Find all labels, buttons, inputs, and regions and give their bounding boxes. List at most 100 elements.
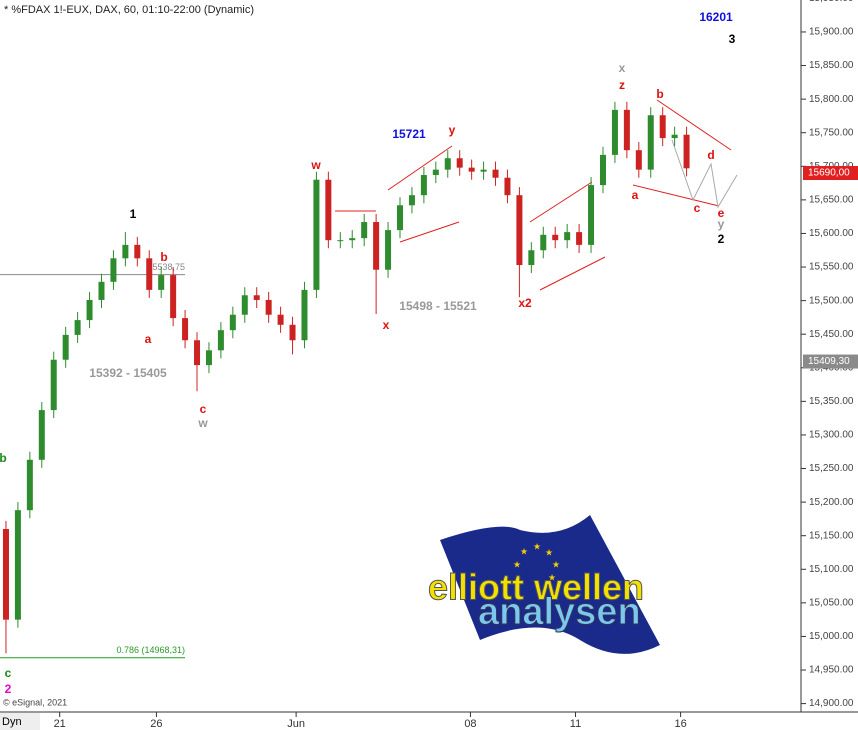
candle-body	[504, 177, 511, 196]
y-tick-label: 15,300.00	[809, 430, 854, 441]
wave-label: c	[5, 666, 12, 680]
x-tick-label: 16	[674, 718, 686, 730]
y-tick-label: 15,250.00	[809, 463, 854, 474]
price-marker-label: 15690,00	[808, 168, 850, 179]
candle-body	[349, 238, 356, 241]
wave-label: x2	[518, 296, 532, 310]
svg-text:★: ★	[513, 559, 521, 569]
y-tick-label: 14,950.00	[809, 665, 854, 676]
y-tick-label: 15,900.00	[809, 27, 854, 38]
wave-label: 15498 - 15521	[399, 299, 477, 313]
wave-label: 15721	[392, 127, 426, 141]
credit: © eSignal, 2021	[3, 697, 67, 707]
candle-body	[86, 299, 93, 321]
candle-body	[456, 158, 463, 168]
logo-line2: analysen	[478, 591, 641, 633]
svg-text:★: ★	[520, 546, 528, 556]
wave-label: c	[694, 201, 701, 215]
projection-path	[671, 139, 738, 209]
candle-body	[599, 154, 606, 186]
y-tick-label: 15,750.00	[809, 127, 854, 138]
candle-body	[373, 222, 380, 270]
level-label: 0.786 (14968,31)	[116, 645, 185, 655]
candle-body	[408, 195, 415, 206]
y-tick-label: 15,650.00	[809, 195, 854, 206]
candle-body	[122, 244, 129, 259]
y-tick-label: 15,800.00	[809, 94, 854, 105]
candle-body	[205, 350, 212, 366]
svg-text:★: ★	[552, 559, 560, 569]
y-tick-label: 15,350.00	[809, 396, 854, 407]
candle-body	[492, 169, 499, 178]
candle-body	[647, 115, 654, 170]
candle-body	[552, 234, 559, 241]
candle-body	[313, 179, 320, 290]
candle-body	[623, 109, 630, 151]
candle-body	[671, 134, 678, 139]
candle-body	[564, 232, 571, 241]
wave-label: 2	[5, 682, 12, 696]
wave-label: e	[718, 206, 725, 220]
x-tick-label: 26	[150, 718, 162, 730]
svg-text:★: ★	[533, 541, 541, 551]
candle-body	[337, 240, 344, 242]
candle-body	[361, 222, 368, 239]
candle-body	[50, 359, 57, 411]
svg-text:★: ★	[545, 547, 553, 557]
candle-body	[397, 205, 403, 231]
x-tick-label: 11	[570, 718, 581, 730]
interval-box	[0, 713, 40, 730]
y-tick-label: 15,500.00	[809, 295, 854, 306]
price-marker	[803, 354, 858, 369]
logo: ★ ★ ★ ★ ★ ★ elliott wellen analysen	[428, 515, 660, 654]
price-marker	[803, 166, 858, 181]
y-tick-label: 15,450.00	[809, 329, 854, 340]
candle-body	[540, 234, 547, 251]
candle-body	[2, 528, 9, 620]
wave-label: c	[200, 402, 207, 416]
candle-body	[217, 330, 224, 351]
candle-body	[420, 175, 427, 196]
candle-body	[659, 115, 666, 139]
wave-label: 2	[718, 232, 725, 246]
y-tick-label: 15,550.00	[809, 262, 854, 273]
trend-lines	[335, 99, 732, 291]
candle-body	[62, 334, 69, 360]
y-tick-label: 15,950.00	[809, 0, 854, 4]
candle-body	[26, 459, 33, 511]
candle-body	[74, 320, 81, 335]
wave-label: d	[707, 148, 714, 162]
y-tick-label: 15,000.00	[809, 631, 854, 642]
candle-body	[611, 109, 618, 155]
wave-label: w	[310, 158, 321, 172]
wave-label: w	[197, 416, 208, 430]
y-tick-label: 15,850.00	[809, 60, 854, 71]
wave-label: b	[160, 250, 167, 264]
price-marker-label: 15409,30	[808, 356, 850, 367]
candle-body	[576, 232, 583, 245]
candle-body	[432, 169, 439, 176]
wave-label: 15392 - 15405	[89, 366, 167, 380]
wave-label: y	[718, 217, 725, 231]
y-tick-label: 14,900.00	[809, 698, 854, 709]
logo-line1: elliott wellen	[428, 567, 644, 608]
wave-label: b	[0, 451, 7, 465]
wave-label: 16201	[699, 10, 733, 24]
candle-body	[265, 299, 272, 315]
wave-label: 3	[729, 32, 736, 46]
candle-body	[14, 510, 21, 620]
candle-body	[444, 158, 451, 170]
candle-body	[194, 340, 201, 366]
candle-body	[253, 295, 260, 300]
wave-label: 1	[130, 207, 137, 221]
wave-label: z	[619, 78, 625, 92]
x-tick-label: 08	[464, 718, 476, 730]
wave-label: a	[145, 332, 152, 346]
x-tick-label: Jun	[287, 718, 305, 730]
candle-body	[588, 185, 595, 245]
y-tick-label: 15,100.00	[809, 564, 854, 575]
candle-body	[635, 150, 642, 170]
candle-body	[528, 250, 535, 266]
